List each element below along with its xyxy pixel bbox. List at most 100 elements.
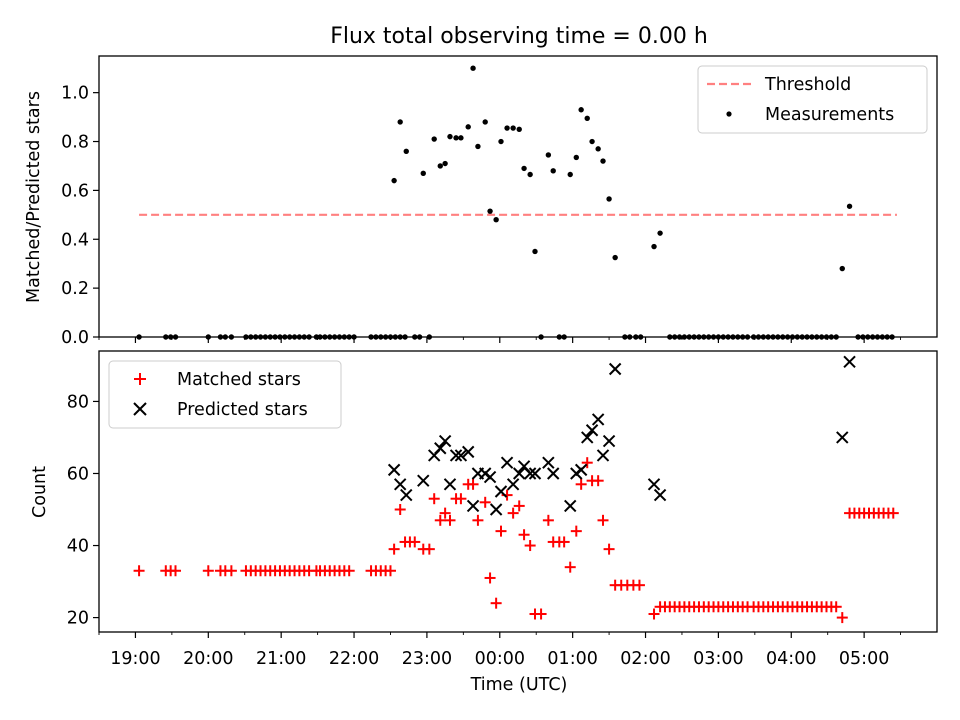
- measurement-point: [606, 196, 612, 202]
- predicted-star-point: [489, 503, 503, 516]
- top-y-tick-label: 0.4: [61, 230, 89, 250]
- x-tick-label: 05:00: [839, 649, 889, 669]
- predicted-star-point: [581, 431, 594, 444]
- measurement-point: [458, 135, 464, 141]
- top-y-ticks: 0.0 0.2 0.4 0.6 0.8 1.0: [61, 84, 99, 348]
- measurement-point: [573, 154, 579, 161]
- top-y-tick-label: 0.2: [61, 279, 89, 299]
- predicted-star-point: [443, 478, 457, 491]
- measurement-point: [600, 158, 606, 164]
- matched-star-point: [603, 543, 615, 555]
- matched-star-point: [133, 565, 145, 577]
- x-tick-label: 23:00: [402, 649, 452, 669]
- matched-star-point: [558, 536, 570, 548]
- matched-star-point: [524, 540, 536, 552]
- measurement-point: [846, 203, 853, 209]
- bottom-legend: Matched stars Predicted stars: [108, 360, 342, 429]
- measurement-point: [465, 124, 471, 130]
- bottom-panel: 19:00 20:00 21:00 22:00 23:00 00:00 01:00 02:00…: [30, 350, 938, 695]
- legend-measurements-label: Measurements: [765, 105, 894, 125]
- predicted-star-point: [461, 445, 475, 459]
- bottom-x-ticks: 19:00 20:00 21:00 22:00 23:00 00:00 01:00 02:00…: [98, 632, 902, 669]
- legend-matched-swatch: [134, 373, 146, 385]
- matched-star-point: [513, 500, 525, 512]
- top-panel: 0.0 0.2 0.4 0.6 0.8 1.0 Matched/Predicted sta…: [24, 55, 938, 348]
- x-tick-label: 20:00: [183, 649, 233, 669]
- top-y-tick-label: 1.0: [61, 84, 89, 104]
- measurement-point: [567, 171, 573, 178]
- measurement-point: [657, 230, 663, 236]
- matched-star-point: [495, 525, 507, 537]
- matched-star-point: [479, 496, 491, 508]
- measurement-point: [589, 138, 595, 145]
- top-axes-frame: [98, 55, 938, 338]
- matched-star-point: [225, 565, 237, 577]
- top-x-ticks: [98, 337, 902, 343]
- matched-star-point: [439, 507, 451, 519]
- matched-star-point: [535, 608, 547, 620]
- legend-measurements-swatch: [726, 111, 732, 117]
- predicted-star-point: [483, 470, 497, 484]
- matched-star-point: [648, 608, 660, 620]
- bottom-y-axis-label: Count: [30, 466, 50, 518]
- matched-star-point: [434, 514, 446, 526]
- measurement-point: [545, 152, 552, 158]
- bottom-y-tick-label: 60: [67, 464, 89, 484]
- measurement-point: [584, 115, 590, 122]
- bottom-axes-frame: [98, 350, 938, 633]
- measurement-point: [532, 248, 538, 255]
- predicted-star-point: [449, 449, 463, 462]
- matched-star-point: [343, 565, 355, 577]
- predicted-star-point: [843, 355, 856, 369]
- measurement-point: [453, 135, 459, 141]
- legend-matched-label: Matched stars: [177, 370, 301, 390]
- matched-star-point: [388, 543, 400, 555]
- x-tick-label: 19:00: [110, 649, 160, 669]
- predicted-star-point: [434, 442, 447, 455]
- predicted-star-point: [596, 449, 610, 462]
- measurement-point: [578, 107, 584, 113]
- x-axis-label: Time (UTC): [470, 675, 568, 695]
- predicted-star-point: [454, 449, 468, 462]
- matched-star-point: [202, 565, 214, 577]
- matched-star-point: [484, 572, 496, 584]
- predicted-star-point: [393, 478, 407, 491]
- measurement-point: [550, 168, 556, 174]
- predicted-star-point: [653, 488, 667, 502]
- legend-predicted-swatch: [133, 402, 147, 416]
- matched-star-point: [455, 493, 467, 505]
- bottom-predicted-layer: [387, 355, 856, 516]
- bottom-matched-layer: [133, 457, 899, 624]
- matched-star-point: [887, 507, 899, 519]
- predicted-star-point: [647, 478, 661, 491]
- measurement-point: [482, 119, 488, 125]
- bottom-legend-box: [108, 360, 342, 429]
- measurement-point: [437, 163, 443, 169]
- matched-star-point: [570, 525, 582, 537]
- measurement-point: [431, 136, 437, 142]
- predicted-star-point: [602, 434, 616, 448]
- matched-star-point: [830, 601, 842, 613]
- matched-star-point: [507, 507, 519, 519]
- matched-star-point: [384, 565, 396, 577]
- measurement-point: [420, 170, 426, 176]
- legend-threshold-label: Threshold: [764, 75, 851, 95]
- measurement-point: [391, 177, 397, 184]
- matched-star-point: [428, 493, 440, 505]
- bottom-y-tick-label: 20: [67, 609, 89, 629]
- measurement-point: [498, 138, 504, 145]
- top-y-tick-label: 0.0: [61, 328, 89, 348]
- measurement-point: [516, 126, 522, 133]
- matched-star-point: [444, 514, 456, 526]
- x-tick-label: 01:00: [547, 649, 597, 669]
- matched-star-point: [423, 543, 435, 555]
- measurement-point: [612, 254, 618, 261]
- predicted-star-point: [836, 431, 849, 444]
- predicted-star-point: [547, 467, 560, 480]
- measurement-point: [651, 243, 657, 250]
- measurement-point: [447, 133, 453, 140]
- predicted-star-point: [574, 463, 588, 477]
- matched-star-point: [592, 475, 604, 487]
- measurement-point: [470, 65, 476, 71]
- bottom-y-tick-label: 80: [67, 392, 89, 412]
